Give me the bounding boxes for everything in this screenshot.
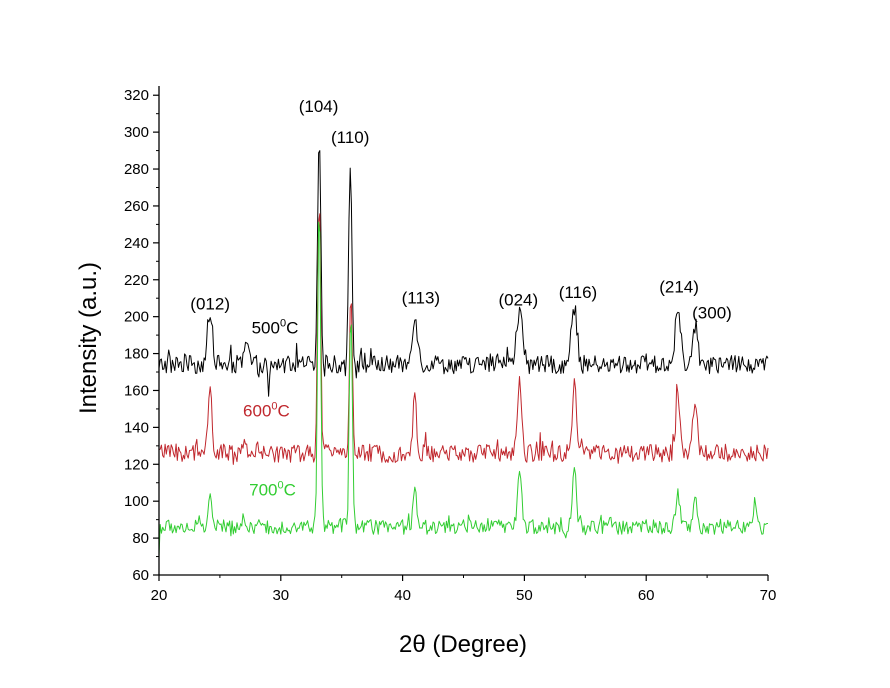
y-tick-label-12: 300 <box>124 124 149 141</box>
x-axis-label: 2θ (Degree) <box>399 631 527 658</box>
peak-label-3: (113) <box>402 289 440 308</box>
y-tick-label-0: 60 <box>132 567 149 584</box>
x-tick-label-3: 50 <box>516 587 533 604</box>
series-layer: 5000C 6000C 7000C <box>158 150 769 557</box>
series-label-0: 5000C <box>252 317 299 337</box>
y-tick-label-11: 280 <box>124 161 149 178</box>
y-tick-label-1: 80 <box>132 530 149 547</box>
y-tick-label-9: 240 <box>124 235 149 252</box>
y-tick-label-5: 160 <box>124 382 149 399</box>
peak-label-1: (104) <box>299 97 339 116</box>
peak-label-5: (116) <box>559 283 597 302</box>
y-tick-label-10: 260 <box>124 198 149 215</box>
y-tick-label-3: 120 <box>124 456 149 473</box>
peak-label-4: (024) <box>498 291 538 310</box>
series-line-1 <box>158 213 769 465</box>
x-tick-label-1: 30 <box>272 587 289 604</box>
peak-label-2: (110) <box>331 128 369 147</box>
axes-layer: 20 30 40 50 60 70 60 80 100 120 140 160 180 200 220 240… <box>124 86 776 604</box>
annotation-layer: (012) (104) (110) (113) (024) (116) (214) (300) <box>190 97 732 323</box>
x-tick-label-2: 40 <box>394 587 411 604</box>
y-tick-label-2: 100 <box>124 493 149 510</box>
y-axis-label: Intensity (a.u.) <box>75 262 102 414</box>
series-line-2 <box>158 221 768 557</box>
y-tick-label-7: 200 <box>124 309 149 326</box>
x-tick-label-0: 20 <box>151 587 168 604</box>
x-tick-label-4: 60 <box>638 587 655 604</box>
x-tick-label-5: 70 <box>760 587 777 604</box>
y-tick-label-4: 140 <box>124 419 149 436</box>
y-tick-label-13: 320 <box>124 87 149 104</box>
peak-label-6: (214) <box>659 278 699 297</box>
y-tick-label-6: 180 <box>124 346 149 363</box>
peak-label-0: (012) <box>190 294 230 313</box>
y-tick-label-8: 220 <box>124 272 149 289</box>
peak-label-7: (300) <box>692 304 732 323</box>
series-label-1: 6000C <box>243 400 290 420</box>
series-label-2: 7000C <box>249 480 296 500</box>
series-line-0 <box>158 150 769 397</box>
